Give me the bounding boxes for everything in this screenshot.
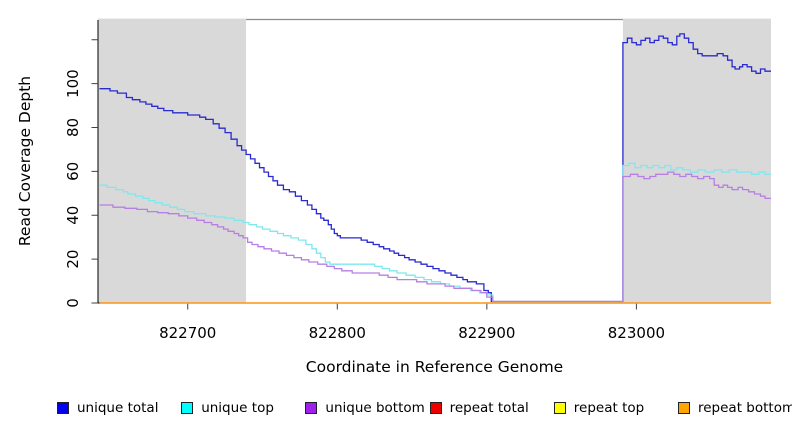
- series-line-unique-total: [99, 33, 771, 303]
- legend: unique total unique top unique bottom repea…: [0, 398, 792, 422]
- legend-item-unique-bottom: unique bottom: [305, 398, 425, 418]
- legend-swatch-icon: [429, 402, 442, 414]
- y-tick-label: 100: [64, 69, 82, 98]
- x-tick-label: 822800: [309, 324, 366, 342]
- x-tick-label: 823000: [608, 324, 665, 342]
- legend-swatch-icon: [553, 402, 566, 414]
- repeat-region-left: [98, 19, 247, 303]
- legend-swatch-icon: [57, 402, 69, 414]
- series-line-unique-bottom: [99, 171, 771, 303]
- legend-item-unique-top: unique top: [181, 398, 274, 418]
- y-tick-label: 40: [64, 206, 82, 225]
- legend-swatch-icon: [181, 402, 194, 414]
- coverage-plot: 822700 822800 822900 823000 0 20 40 60 80 100 Rea…: [16, 18, 771, 342]
- legend-item-repeat-top: repeat top: [553, 398, 645, 418]
- legend-label: repeat bottom: [698, 400, 792, 416]
- legend-item-unique-total: unique total: [57, 398, 158, 418]
- repeat-region-right: [622, 19, 771, 303]
- legend-swatch-icon: [305, 402, 318, 414]
- legend-label: unique bottom: [325, 400, 425, 416]
- legend-label: repeat top: [573, 400, 645, 416]
- y-tick-label: 80: [64, 118, 82, 137]
- y-tick-label: 20: [64, 250, 82, 269]
- y-axis-title: Read Coverage Depth: [16, 76, 34, 246]
- x-tick-label: 822700: [159, 324, 216, 342]
- legend-label: repeat total: [449, 400, 529, 416]
- legend-label: unique total: [77, 400, 159, 416]
- legend-label: unique top: [201, 400, 274, 416]
- y-tick-label: 60: [64, 162, 82, 181]
- plot-layers: 822700 822800 822900 823000 0 20 40 60 80 100: [64, 18, 771, 342]
- x-tick-label: 822900: [458, 324, 515, 342]
- legend-swatch-icon: [678, 402, 690, 414]
- y-tick-label: 0: [64, 298, 82, 308]
- legend-item-repeat-total: repeat total: [429, 398, 529, 418]
- legend-item-repeat-bottom: repeat bottom: [678, 398, 792, 418]
- series-line-unique-top: [99, 162, 771, 303]
- x-axis-title: Coordinate in Reference Genome: [305, 358, 564, 376]
